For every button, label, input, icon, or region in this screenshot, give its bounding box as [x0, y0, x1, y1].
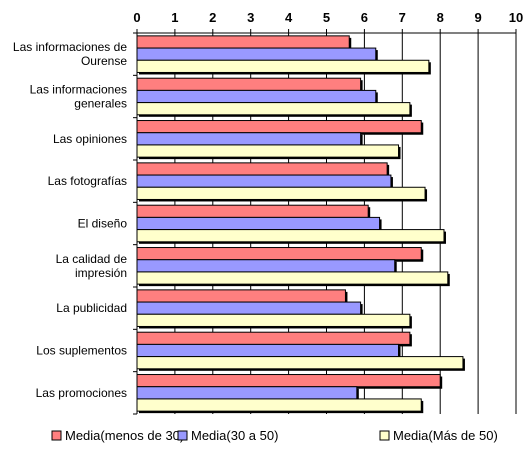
category-label-line: Las informaciones de — [13, 40, 127, 54]
category-label-line: Las promociones — [36, 386, 127, 400]
bar — [136, 132, 362, 146]
category-label: La publicidad — [56, 301, 127, 315]
bar — [136, 216, 381, 231]
bar — [136, 89, 377, 104]
legend-item: Media(30 a 50) — [177, 428, 278, 443]
category-label: El diseño — [78, 217, 128, 231]
x-tick-label: 10 — [509, 10, 523, 25]
bar — [136, 356, 464, 370]
category-label: Las opiniones — [53, 132, 127, 146]
x-tick-label: 3 — [247, 10, 254, 25]
x-tick-labels: 0 1 2 3 4 5 6 7 8 9 10 — [133, 10, 523, 25]
category-label: Las fotografías — [48, 174, 127, 188]
category-label-line: generales — [74, 97, 127, 111]
bar — [136, 301, 362, 315]
category-label: Las informaciones de Ourense — [13, 40, 127, 68]
legend-swatch — [379, 430, 390, 441]
x-tick-label: 0 — [133, 10, 140, 25]
legend-swatch — [177, 430, 188, 441]
category-label-line: La calidad de — [56, 252, 128, 266]
x-tick-label: 5 — [323, 10, 330, 25]
x-tick-label: 7 — [399, 10, 406, 25]
legend: Media(menos de 30) Media(30 a 50) Media(Má… — [51, 428, 498, 443]
bar — [136, 289, 346, 303]
category-label-line: El diseño — [78, 217, 128, 231]
x-tick-label: 2 — [209, 10, 216, 25]
bar — [136, 120, 422, 134]
bar — [136, 386, 358, 400]
category-label-line: Las opiniones — [53, 132, 127, 146]
legend-item: Media(Más de 50) — [379, 428, 498, 443]
bar — [136, 186, 426, 200]
bar — [136, 331, 411, 345]
bars — [136, 35, 465, 414]
bar — [136, 271, 449, 285]
bar — [136, 343, 400, 358]
bar — [136, 59, 430, 73]
legend-label: Media(Más de 50) — [393, 428, 498, 443]
category-label-line: impresión — [75, 266, 127, 280]
bar — [136, 398, 422, 412]
category-label-line: Las fotografías — [48, 174, 127, 188]
category-label: Los suplementos — [36, 344, 127, 358]
bar — [136, 102, 411, 116]
x-tick-label: 9 — [474, 10, 481, 25]
bar — [136, 247, 422, 261]
bar — [136, 204, 369, 218]
x-tick-label: 1 — [171, 10, 178, 25]
category-label: La calidad de impresión — [56, 252, 128, 280]
bar — [136, 259, 396, 273]
legend-label: Media(menos de 30) — [65, 428, 184, 443]
x-tick-label: 4 — [285, 10, 293, 25]
bar — [136, 144, 400, 158]
bar — [136, 174, 392, 188]
bar — [136, 77, 362, 91]
bar — [136, 35, 350, 49]
bar — [136, 313, 411, 327]
legend-swatch — [51, 430, 62, 441]
bar — [136, 229, 445, 243]
x-tick-label: 8 — [437, 10, 444, 25]
axes — [133, 29, 517, 415]
category-label: Las promociones — [36, 386, 127, 400]
category-label: Las informaciones generales — [30, 83, 127, 111]
category-label-line: Ourense — [81, 54, 127, 68]
bar — [136, 374, 441, 388]
category-label-line: Los suplementos — [36, 344, 127, 358]
category-label-line: Las informaciones — [30, 83, 127, 97]
legend-label: Media(30 a 50) — [191, 428, 278, 443]
bar — [136, 162, 388, 176]
x-tick-label: 6 — [361, 10, 368, 25]
legend-item: Media(menos de 30) — [51, 428, 184, 443]
bar — [136, 47, 377, 61]
category-label-line: La publicidad — [56, 301, 127, 315]
